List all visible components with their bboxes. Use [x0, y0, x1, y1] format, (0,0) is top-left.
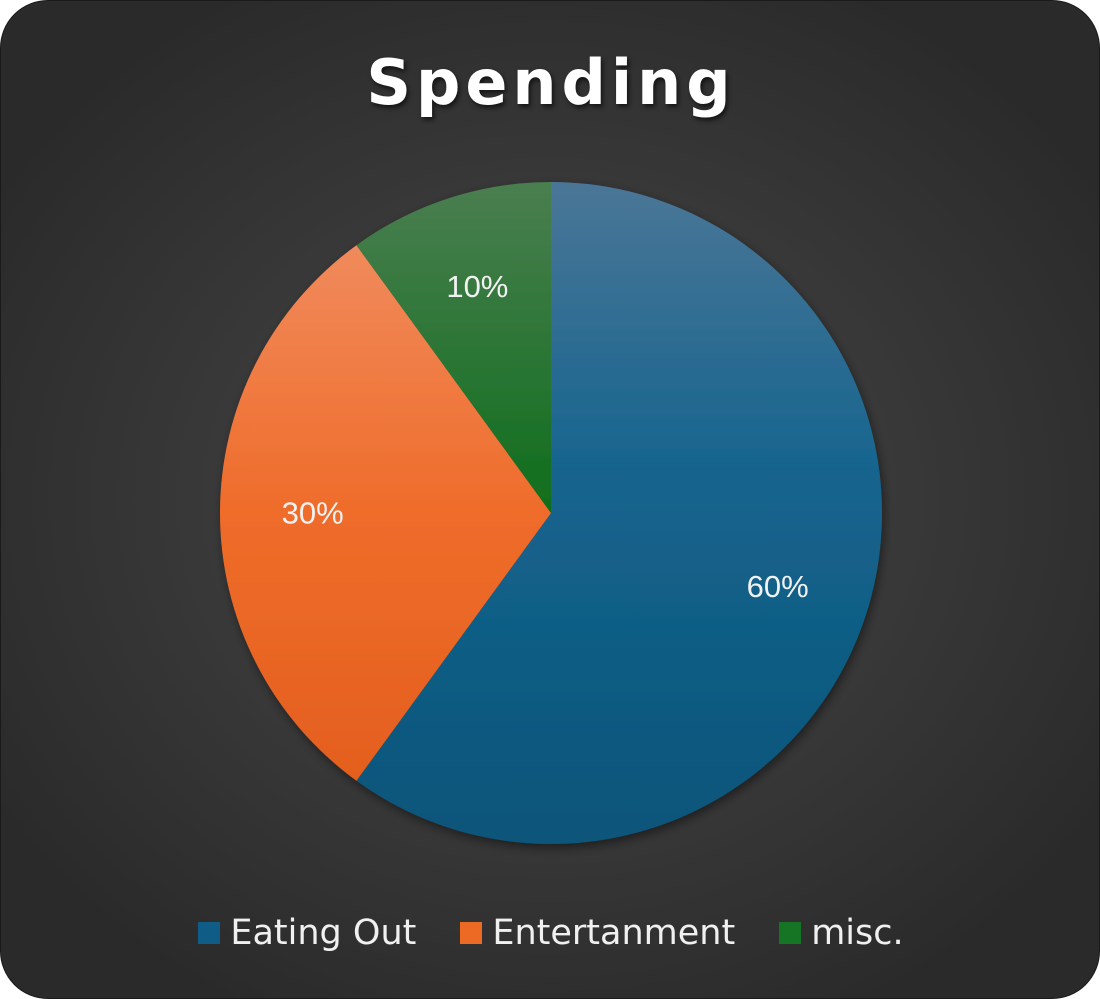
data-label: 30%: [282, 496, 344, 531]
legend-label: misc.: [811, 913, 903, 953]
legend-label: Eating Out: [230, 913, 416, 953]
legend-item: Entertanment: [460, 913, 735, 953]
data-label: 60%: [747, 569, 809, 604]
legend-swatch: [779, 922, 801, 944]
legend-swatch: [198, 922, 220, 944]
legend-swatch: [460, 922, 482, 944]
legend-item: Eating Out: [198, 913, 416, 953]
legend-label: Entertanment: [492, 913, 735, 953]
legend-item: misc.: [779, 913, 903, 953]
chart-legend: Eating Out Entertanment misc.: [1, 909, 1100, 957]
data-label: 10%: [446, 269, 508, 304]
